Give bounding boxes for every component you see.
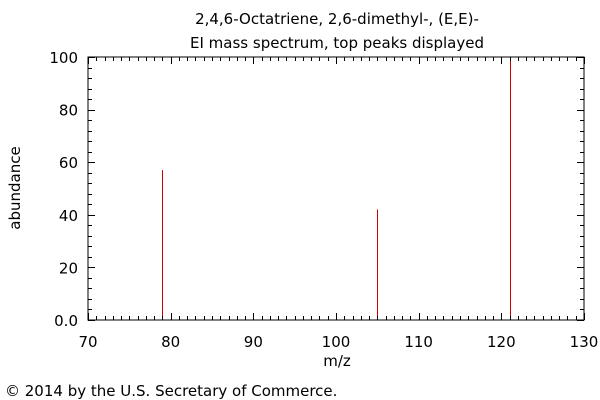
x-tick-label: 90 <box>244 333 263 351</box>
copyright-notice: © 2014 by the U.S. Secretary of Commerce… <box>5 382 337 400</box>
y-tick-label: 100 <box>49 49 78 67</box>
x-tick-label: 80 <box>161 333 180 351</box>
x-axis-label: m/z <box>323 352 351 370</box>
x-tick-label: 100 <box>322 333 351 351</box>
x-tick-label: 120 <box>487 333 516 351</box>
peak-series <box>162 57 511 320</box>
y-tick-label: 80 <box>59 102 78 120</box>
chart-subtitle: EI mass spectrum, top peaks displayed <box>190 34 484 52</box>
chart-title: 2,4,6-Octatriene, 2,6-dimethyl-, (E,E)- <box>195 10 479 28</box>
axis-ticks: 70 80 90 100 110 120 130 0.0 20 40 60 80 100 <box>49 49 598 351</box>
y-tick-label: 60 <box>59 154 78 172</box>
x-tick-label: 110 <box>404 333 433 351</box>
y-tick-label: 40 <box>59 207 78 225</box>
x-tick-label: 70 <box>78 333 97 351</box>
y-tick-label: 0.0 <box>54 312 78 330</box>
x-tick-label: 130 <box>570 333 599 351</box>
y-axis-label: abundance <box>6 146 24 229</box>
y-tick-label: 20 <box>59 259 78 277</box>
